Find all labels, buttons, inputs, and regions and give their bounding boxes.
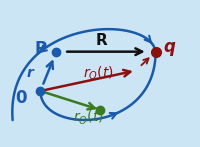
Text: R: R (96, 32, 108, 47)
Text: $r_O(\tilde{t})$: $r_O(\tilde{t})$ (73, 107, 103, 127)
Text: r: r (26, 66, 33, 80)
Text: P: P (34, 40, 46, 58)
Text: $r_O(t)$: $r_O(t)$ (83, 65, 113, 82)
Text: q: q (164, 38, 175, 56)
Text: 0: 0 (15, 89, 26, 107)
